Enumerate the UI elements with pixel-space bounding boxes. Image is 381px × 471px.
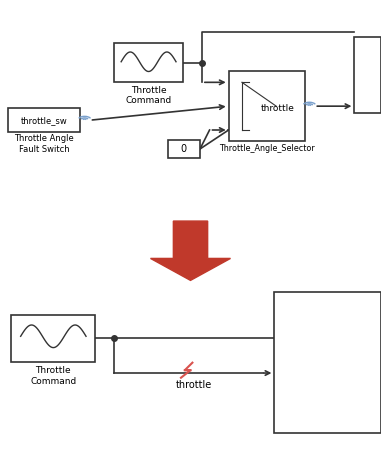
Text: Throttle_Angle_Selector: Throttle_Angle_Selector [219, 144, 315, 153]
Bar [229, 72, 305, 141]
Bar [11, 315, 95, 362]
Text: 0: 0 [181, 144, 187, 154]
Text: Throttle
Command: Throttle Command [125, 86, 172, 105]
Bar [168, 140, 200, 158]
Bar [8, 108, 80, 132]
Text: throttle: throttle [176, 380, 213, 390]
Text: throttle_sw: throttle_sw [21, 116, 67, 125]
Text: throttle: throttle [261, 104, 295, 113]
Text: Throttle Angle
Fault Switch: Throttle Angle Fault Switch [14, 134, 74, 154]
Bar [274, 292, 381, 433]
Bar [354, 37, 381, 113]
Polygon shape [150, 221, 231, 280]
Text: Throttle
Command: Throttle Command [30, 366, 77, 386]
Bar [114, 43, 183, 82]
